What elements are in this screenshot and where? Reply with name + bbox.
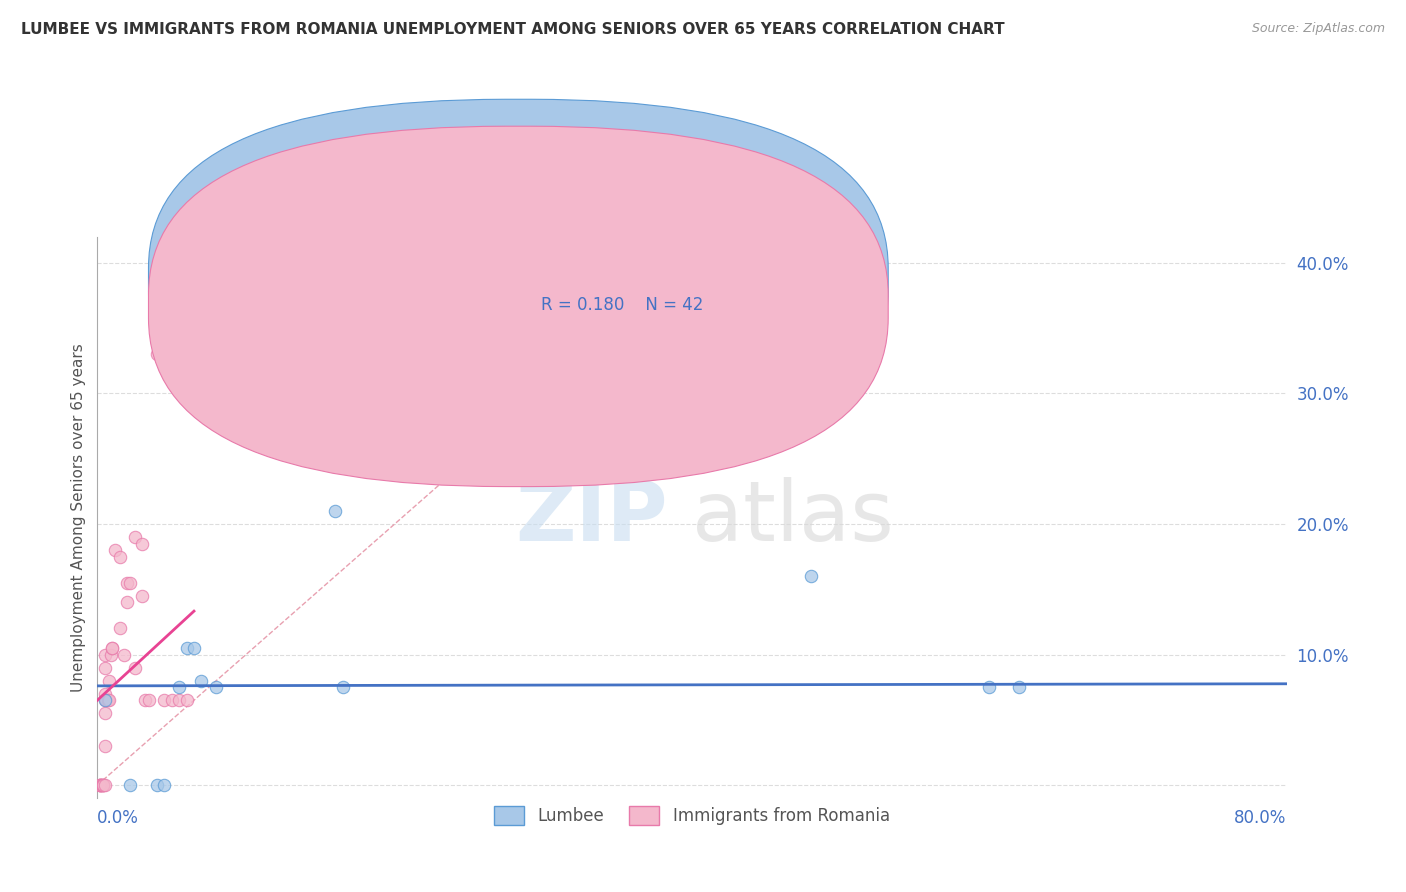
Point	[97, 693, 120, 707]
Point	[89, 778, 111, 792]
Point	[98, 693, 121, 707]
FancyBboxPatch shape	[489, 260, 799, 329]
Point	[101, 640, 124, 655]
Point	[131, 536, 153, 550]
Point	[94, 648, 117, 662]
Point	[94, 706, 117, 721]
Point	[115, 575, 138, 590]
Point	[176, 640, 198, 655]
Point	[108, 622, 131, 636]
Text: Source: ZipAtlas.com: Source: ZipAtlas.com	[1251, 22, 1385, 36]
Point	[176, 693, 198, 707]
Point	[91, 778, 114, 792]
Y-axis label: Unemployment Among Seniors over 65 years: Unemployment Among Seniors over 65 years	[72, 343, 86, 692]
Point	[190, 673, 212, 688]
Point	[91, 778, 114, 792]
Point	[120, 575, 142, 590]
Point	[153, 778, 176, 792]
Text: LUMBEE VS IMMIGRANTS FROM ROMANIA UNEMPLOYMENT AMONG SENIORS OVER 65 YEARS CORRE: LUMBEE VS IMMIGRANTS FROM ROMANIA UNEMPL…	[21, 22, 1005, 37]
Legend: Lumbee, Immigrants from Romania: Lumbee, Immigrants from Romania	[488, 799, 897, 832]
Point	[90, 778, 112, 792]
Point	[104, 543, 127, 558]
Point	[89, 778, 111, 792]
Text: 80.0%: 80.0%	[1234, 808, 1286, 827]
Point	[94, 778, 117, 792]
Point	[138, 693, 160, 707]
Point	[167, 693, 190, 707]
Point	[89, 778, 111, 792]
Text: atlas: atlas	[692, 477, 894, 558]
Text: ZIP: ZIP	[516, 477, 668, 558]
Point	[160, 693, 183, 707]
Point	[94, 660, 117, 674]
Point	[115, 595, 138, 609]
Point	[96, 693, 118, 707]
Point	[1008, 680, 1031, 694]
Point	[89, 778, 111, 792]
Point	[94, 687, 117, 701]
Point	[146, 347, 169, 361]
Text: R = 0.017    N = 16: R = 0.017 N = 16	[541, 268, 703, 286]
Point	[94, 739, 117, 753]
Point	[120, 778, 142, 792]
Point	[183, 640, 205, 655]
Point	[146, 778, 169, 792]
FancyBboxPatch shape	[149, 99, 889, 459]
Point	[100, 648, 122, 662]
Point	[90, 778, 112, 792]
FancyBboxPatch shape	[149, 126, 889, 487]
Point	[112, 648, 135, 662]
Point	[89, 778, 111, 792]
Point	[131, 589, 153, 603]
Point	[98, 673, 121, 688]
Point	[134, 693, 156, 707]
Point	[323, 504, 346, 518]
Point	[101, 640, 124, 655]
Point	[124, 530, 146, 544]
Point	[332, 680, 354, 694]
Point	[94, 693, 117, 707]
Text: 0.0%: 0.0%	[97, 808, 139, 827]
Point	[91, 778, 114, 792]
Point	[108, 549, 131, 564]
Text: R = 0.180    N = 42: R = 0.180 N = 42	[541, 296, 703, 314]
Point	[205, 680, 228, 694]
Point	[153, 693, 176, 707]
Point	[124, 660, 146, 674]
Point	[800, 569, 823, 583]
Point	[94, 693, 117, 707]
Point	[167, 680, 190, 694]
Point	[979, 680, 1001, 694]
